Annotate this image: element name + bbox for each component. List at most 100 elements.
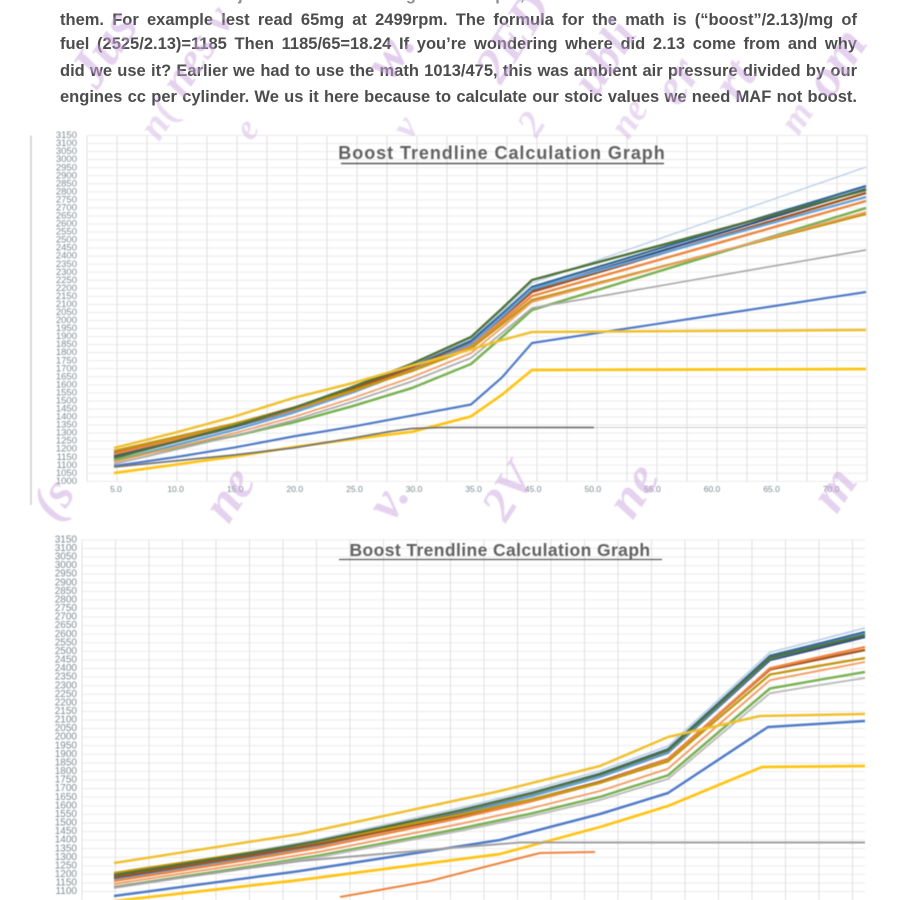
svg-text:70.0: 70.0 <box>823 484 840 494</box>
svg-text:1950: 1950 <box>56 323 77 334</box>
svg-text:1450: 1450 <box>55 826 78 837</box>
svg-text:2150: 2150 <box>55 706 78 717</box>
svg-text:1550: 1550 <box>56 387 77 398</box>
svg-text:1900: 1900 <box>56 331 77 342</box>
svg-text:1350: 1350 <box>56 420 77 431</box>
svg-text:55.0: 55.0 <box>644 484 661 494</box>
svg-text:2850: 2850 <box>56 178 77 189</box>
svg-text:2600: 2600 <box>55 629 78 640</box>
svg-text:1650: 1650 <box>55 792 78 803</box>
svg-text:1100: 1100 <box>55 886 77 897</box>
svg-text:3050: 3050 <box>56 146 77 157</box>
svg-text:2300: 2300 <box>56 267 77 278</box>
svg-text:2200: 2200 <box>55 697 78 708</box>
svg-text:2350: 2350 <box>55 672 78 683</box>
svg-text:2400: 2400 <box>56 251 77 262</box>
svg-text:3150: 3150 <box>55 534 78 545</box>
svg-text:2800: 2800 <box>56 186 77 197</box>
svg-text:3150: 3150 <box>56 130 77 141</box>
svg-text:2900: 2900 <box>55 577 78 588</box>
svg-text:2750: 2750 <box>56 194 77 205</box>
svg-text:1450: 1450 <box>56 404 77 415</box>
svg-text:60.0: 60.0 <box>704 484 721 494</box>
svg-text:2100: 2100 <box>56 299 77 310</box>
svg-text:1850: 1850 <box>55 758 78 769</box>
svg-text:65.0: 65.0 <box>763 484 780 494</box>
svg-text:3000: 3000 <box>55 560 78 571</box>
svg-text:2050: 2050 <box>56 307 77 318</box>
svg-text:2550: 2550 <box>55 637 78 648</box>
svg-text:5.0: 5.0 <box>110 484 122 494</box>
svg-text:1150: 1150 <box>55 878 77 889</box>
svg-text:2700: 2700 <box>55 612 78 623</box>
svg-text:1750: 1750 <box>55 775 78 786</box>
svg-text:Boost Trendline Calculation Gr: Boost Trendline Calculation Graph <box>349 540 650 560</box>
svg-text:2000: 2000 <box>55 732 78 743</box>
svg-text:1950: 1950 <box>55 740 78 751</box>
svg-text:2500: 2500 <box>55 646 78 657</box>
svg-text:2600: 2600 <box>56 219 77 230</box>
svg-text:2650: 2650 <box>55 620 78 631</box>
svg-text:2250: 2250 <box>56 275 77 286</box>
svg-text:1050: 1050 <box>56 468 77 479</box>
svg-text:20.0: 20.0 <box>287 484 304 494</box>
svg-text:2350: 2350 <box>56 259 77 270</box>
svg-text:2450: 2450 <box>55 655 78 666</box>
svg-text:2550: 2550 <box>56 227 77 238</box>
svg-text:1500: 1500 <box>55 818 78 829</box>
svg-text:1800: 1800 <box>56 347 77 358</box>
svg-text:Boost Trendline Calculation Gr: Boost Trendline Calculation Graph <box>338 143 665 163</box>
svg-text:1500: 1500 <box>56 396 77 407</box>
svg-text:1100: 1100 <box>57 460 77 471</box>
svg-text:1750: 1750 <box>56 355 77 366</box>
svg-text:2250: 2250 <box>55 689 78 700</box>
svg-text:2200: 2200 <box>56 283 77 294</box>
svg-text:2950: 2950 <box>55 569 78 580</box>
svg-text:1550: 1550 <box>55 809 78 820</box>
svg-text:1700: 1700 <box>55 783 78 794</box>
svg-text:2500: 2500 <box>56 235 77 246</box>
svg-text:45.0: 45.0 <box>525 484 542 494</box>
svg-text:2850: 2850 <box>55 586 78 597</box>
svg-text:2750: 2750 <box>55 603 78 614</box>
svg-text:2150: 2150 <box>56 291 77 302</box>
svg-text:1850: 1850 <box>56 339 77 350</box>
svg-text:1600: 1600 <box>55 800 78 811</box>
svg-text:1250: 1250 <box>55 860 78 871</box>
svg-text:1300: 1300 <box>56 428 77 439</box>
svg-text:3100: 3100 <box>55 543 78 554</box>
svg-text:3050: 3050 <box>55 552 78 563</box>
svg-text:1350: 1350 <box>55 843 78 854</box>
svg-text:1250: 1250 <box>56 436 77 447</box>
svg-text:1600: 1600 <box>56 379 77 390</box>
svg-text:1400: 1400 <box>56 412 77 423</box>
svg-text:2100: 2100 <box>55 715 78 726</box>
svg-text:3100: 3100 <box>56 138 77 149</box>
svg-text:1400: 1400 <box>55 835 78 846</box>
svg-text:2300: 2300 <box>55 680 78 691</box>
svg-text:25.0: 25.0 <box>346 484 363 494</box>
svg-text:2800: 2800 <box>55 595 78 606</box>
svg-text:3000: 3000 <box>56 154 77 165</box>
svg-text:10.0: 10.0 <box>167 484 184 494</box>
svg-text:2950: 2950 <box>56 162 77 173</box>
svg-text:2700: 2700 <box>56 203 77 214</box>
svg-text:1150: 1150 <box>57 452 77 463</box>
svg-text:2400: 2400 <box>55 663 78 674</box>
svg-text:1000: 1000 <box>56 476 77 487</box>
svg-text:1650: 1650 <box>56 371 77 382</box>
svg-text:2050: 2050 <box>55 723 78 734</box>
svg-text:2650: 2650 <box>56 211 77 222</box>
svg-text:2450: 2450 <box>56 243 77 254</box>
svg-text:30.0: 30.0 <box>406 484 423 494</box>
svg-text:1700: 1700 <box>56 363 77 374</box>
svg-text:35.0: 35.0 <box>465 484 482 494</box>
svg-text:1300: 1300 <box>55 852 78 863</box>
svg-text:1200: 1200 <box>56 444 77 455</box>
svg-text:15.0: 15.0 <box>227 484 244 494</box>
svg-text:2000: 2000 <box>56 315 77 326</box>
svg-text:1800: 1800 <box>55 766 78 777</box>
svg-text:1900: 1900 <box>55 749 78 760</box>
svg-text:2900: 2900 <box>56 170 77 181</box>
svg-text:1200: 1200 <box>55 869 78 880</box>
